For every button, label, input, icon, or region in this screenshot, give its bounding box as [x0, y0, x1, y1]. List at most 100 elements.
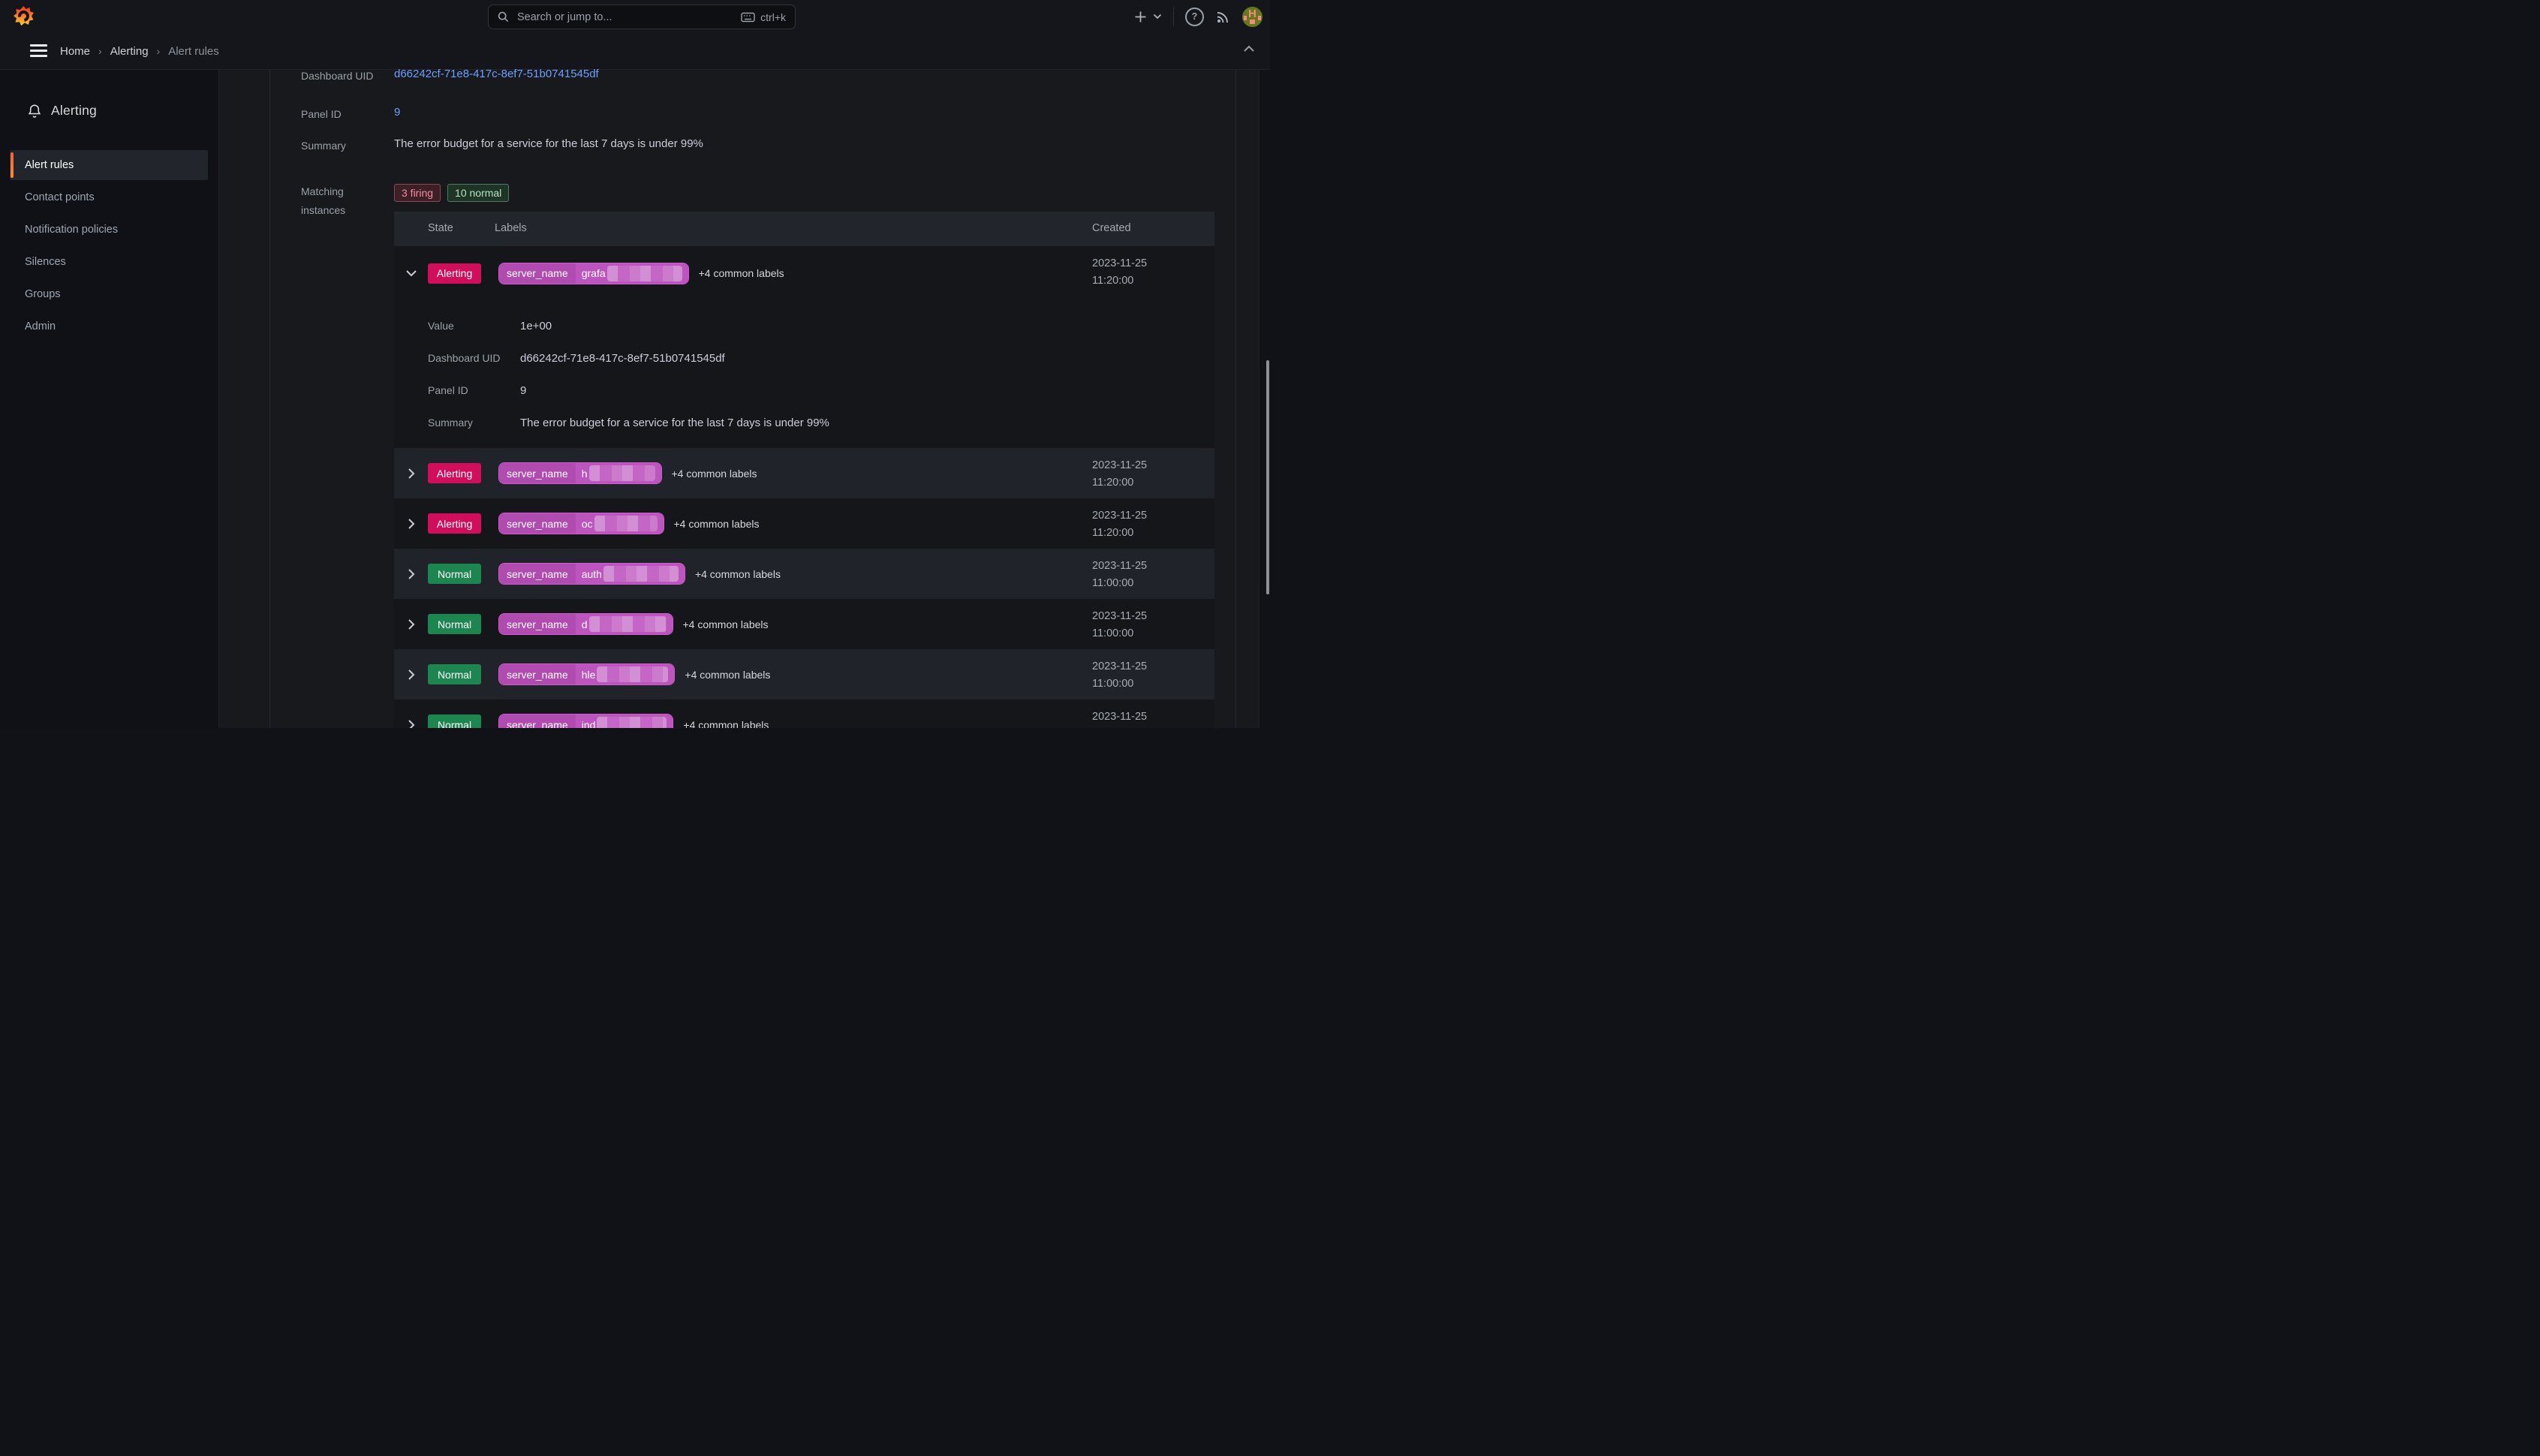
detail-field-label: Panel ID — [301, 108, 342, 120]
plus-icon — [1135, 11, 1146, 22]
created-timestamp: 2023-11-25 11:00:00 — [1092, 658, 1147, 693]
label-pill-value: ind — [575, 714, 673, 728]
created-time: 11:00:00 — [1092, 577, 1134, 589]
redacted-blur — [597, 666, 669, 682]
created-time: 11:00:00 — [1092, 726, 1147, 728]
sidebar-item-label: Notification policies — [25, 224, 119, 236]
instance-detail-field: Summary The error budget for a service fo… — [428, 417, 1214, 449]
label-pill-value-prefix: hle — [581, 668, 596, 681]
expand-chevron-right-icon[interactable] — [404, 567, 419, 582]
keyboard-shortcut-hint: ctrl+k — [741, 11, 786, 23]
redacted-blur — [594, 516, 658, 531]
common-labels-text: +4 common labels — [685, 668, 771, 681]
label-pill-key: server_name — [499, 564, 576, 584]
redacted-blur — [606, 265, 682, 281]
created-timestamp: 2023-11-25 11:00:00 — [1092, 708, 1147, 728]
instance-detail-link[interactable]: d66242cf-71e8-417c-8ef7-51b0741545df — [520, 352, 725, 365]
sidebar-item-contact-points[interactable]: Contact points — [10, 182, 208, 212]
created-time: 11:20:00 — [1092, 275, 1134, 287]
new-menu-button[interactable] — [1134, 11, 1162, 23]
sidebar-item-groups[interactable]: Groups — [10, 279, 208, 309]
rss-icon — [1217, 11, 1228, 23]
table-row: Alerting server_name grafa +4 common labels… — [394, 246, 1214, 448]
vertical-scrollbar[interactable] — [1266, 360, 1269, 594]
label-pill-value-prefix: auth — [581, 567, 602, 580]
sidebar-header: Alerting — [28, 103, 97, 119]
label-pill: server_name oc — [498, 513, 664, 534]
instance-detail-value: The error budget for a service for the l… — [520, 417, 829, 429]
sidebar-item-admin[interactable]: Admin — [10, 311, 208, 341]
instance-detail-field: Value 1e+00 — [428, 320, 1214, 352]
instance-detail-link[interactable]: 9 — [520, 384, 527, 397]
created-date: 2023-11-25 — [1092, 610, 1148, 622]
common-labels-text: +4 common labels — [698, 267, 784, 279]
help-button[interactable]: ? — [1185, 7, 1204, 26]
label-pill: server_name h — [498, 462, 662, 484]
news-button[interactable] — [1215, 9, 1231, 25]
detail-field-value: The error budget for a service for the l… — [394, 137, 703, 150]
instance-row-main: Normal server_name auth +4 common labels — [394, 549, 1214, 599]
created-time: 11:20:00 — [1092, 477, 1134, 489]
breadcrumb-item-alerting[interactable]: Alerting — [110, 44, 149, 58]
label-pill-value-prefix: d — [581, 618, 588, 630]
breadcrumb-item-home[interactable]: Home — [60, 44, 91, 58]
expand-chevron-down-icon[interactable] — [404, 266, 419, 281]
created-date: 2023-11-25 — [1092, 459, 1148, 471]
common-labels-text: +4 common labels — [694, 567, 781, 580]
user-avatar[interactable]: H — [1242, 6, 1262, 27]
breadcrumb: Home › Alerting › Alert rules — [60, 33, 219, 69]
state-badge-normal: Normal — [428, 564, 481, 584]
breadcrumb-separator: › — [156, 45, 161, 57]
grafana-logo-icon[interactable] — [14, 6, 34, 26]
column-state: State — [428, 222, 453, 234]
sidebar-item-alert-rules[interactable]: Alert rules — [10, 150, 208, 180]
sidebar-item-label: Admin — [25, 320, 56, 332]
collapse-section-button[interactable] — [1243, 45, 1255, 53]
label-pill-key: server_name — [499, 714, 576, 728]
created-time: 11:20:00 — [1092, 527, 1134, 539]
instance-detail-label: Summary — [428, 417, 473, 429]
search-input[interactable] — [516, 10, 742, 24]
table-row: Normal server_name auth +4 common labels 202… — [394, 549, 1214, 599]
menu-toggle-button[interactable] — [30, 44, 47, 60]
expand-chevron-right-icon[interactable] — [404, 667, 419, 682]
table-row: Normal server_name hle +4 common labels 2023… — [394, 649, 1214, 699]
expand-chevron-right-icon[interactable] — [404, 717, 419, 728]
instance-detail-value: 1e+00 — [520, 320, 552, 332]
redacted-blur — [603, 566, 679, 582]
search-box[interactable]: ctrl+k — [488, 5, 796, 29]
sidebar-item-label: Silences — [25, 256, 66, 268]
expand-chevron-right-icon[interactable] — [404, 466, 419, 481]
state-badge-normal: Normal — [428, 664, 481, 684]
instance-row-main: Alerting server_name oc +4 common labels — [394, 498, 1214, 549]
breadcrumb-separator: › — [98, 45, 102, 57]
created-date: 2023-11-25 — [1092, 711, 1148, 723]
sidebar-item-label: Alert rules — [25, 159, 74, 171]
expand-chevron-right-icon[interactable] — [404, 516, 419, 531]
column-labels: Labels — [495, 222, 527, 234]
label-pill: server_name ind — [498, 714, 674, 728]
redacted-blur — [588, 465, 655, 481]
detail-field-link[interactable]: d66242cf-71e8-417c-8ef7-51b0741545df — [394, 68, 599, 80]
instance-detail-field: Panel ID 9 — [428, 384, 1214, 417]
created-date: 2023-11-25 — [1092, 660, 1148, 672]
keyboard-icon — [741, 12, 755, 22]
count-badge-firing: 3 firing — [394, 184, 441, 202]
detail-field-link[interactable]: 9 — [394, 106, 401, 119]
created-time: 11:00:00 — [1092, 627, 1134, 639]
topbar-divider — [1173, 7, 1174, 26]
sidebar-item-silences[interactable]: Silences — [10, 247, 208, 277]
state-badge-normal: Normal — [428, 614, 481, 634]
state-badge-normal: Normal — [428, 714, 481, 728]
expand-chevron-right-icon[interactable] — [404, 617, 419, 632]
common-labels-text: +4 common labels — [683, 718, 769, 729]
instance-row-main: Normal server_name ind +4 common labels — [394, 699, 1214, 728]
instances-table: State Labels Created Alerting server_name… — [394, 212, 1214, 728]
instance-row-main: Normal server_name hle +4 common labels — [394, 649, 1214, 699]
table-row: Alerting server_name oc +4 common labels 202… — [394, 498, 1214, 549]
created-timestamp: 2023-11-25 11:20:00 — [1092, 457, 1147, 492]
label-pill-key: server_name — [499, 664, 576, 684]
breadcrumb-item-alert-rules: Alert rules — [168, 44, 219, 58]
table-row: Normal server_name ind +4 common labels 2023… — [394, 699, 1214, 728]
sidebar-item-notification-policies[interactable]: Notification policies — [10, 215, 208, 245]
